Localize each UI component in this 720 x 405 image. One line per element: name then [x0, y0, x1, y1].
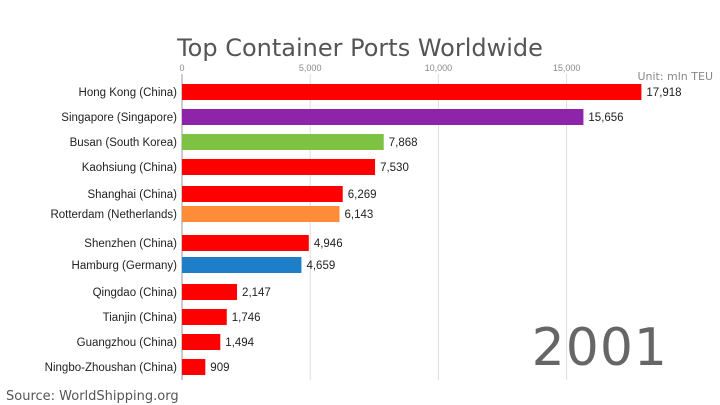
category-label: Guangzhou (China)	[77, 337, 178, 349]
value-label: 1,746	[232, 312, 261, 324]
bar	[182, 84, 642, 100]
unit-label: Unit: mln TEU	[637, 70, 713, 83]
category-label: Qingdao (China)	[93, 287, 178, 299]
category-label: Singapore (Singapore)	[61, 112, 177, 124]
bar	[182, 334, 221, 350]
value-label: 6,143	[345, 209, 374, 221]
year-label: 2001	[531, 318, 668, 378]
value-label: 7,868	[389, 137, 418, 149]
category-label: Kaohsiung (China)	[82, 162, 177, 174]
category-label: Hong Kong (China)	[79, 87, 178, 99]
bar	[182, 235, 309, 251]
value-label: 7,530	[380, 162, 409, 174]
bar	[182, 159, 376, 175]
x-tick-label: 15,000	[553, 63, 581, 73]
category-label: Shanghai (China)	[87, 189, 177, 201]
category-label: Hamburg (Germany)	[72, 260, 178, 272]
x-tick-label: 5,000	[299, 63, 322, 73]
category-label: Shenzhen (China)	[84, 238, 177, 250]
bar	[182, 309, 227, 325]
bar	[182, 206, 340, 222]
value-label: 4,659	[306, 260, 335, 272]
source-label: Source: WorldShipping.org	[6, 389, 179, 404]
value-label: 909	[210, 362, 229, 374]
chart-title: Top Container Ports Worldwide	[177, 34, 543, 62]
value-label: 17,918	[646, 87, 681, 99]
value-label: 4,946	[314, 238, 343, 250]
bar	[182, 284, 238, 300]
value-label: 6,269	[348, 189, 377, 201]
bar	[182, 109, 584, 125]
category-label: Rotterdam (Netherlands)	[50, 209, 177, 221]
category-label: Tianjin (China)	[103, 312, 178, 324]
category-label: Busan (South Korea)	[70, 137, 178, 149]
bar	[182, 359, 206, 375]
value-label: 2,147	[242, 287, 271, 299]
x-tick-label: 0	[179, 63, 184, 73]
value-label: 15,656	[588, 112, 623, 124]
value-label: 1,494	[225, 337, 254, 349]
x-tick-label: 10,000	[425, 63, 453, 73]
bar	[182, 257, 302, 273]
category-label: Ningbo-Zhoushan (China)	[45, 362, 177, 374]
bar	[182, 134, 384, 150]
bar	[182, 186, 343, 202]
